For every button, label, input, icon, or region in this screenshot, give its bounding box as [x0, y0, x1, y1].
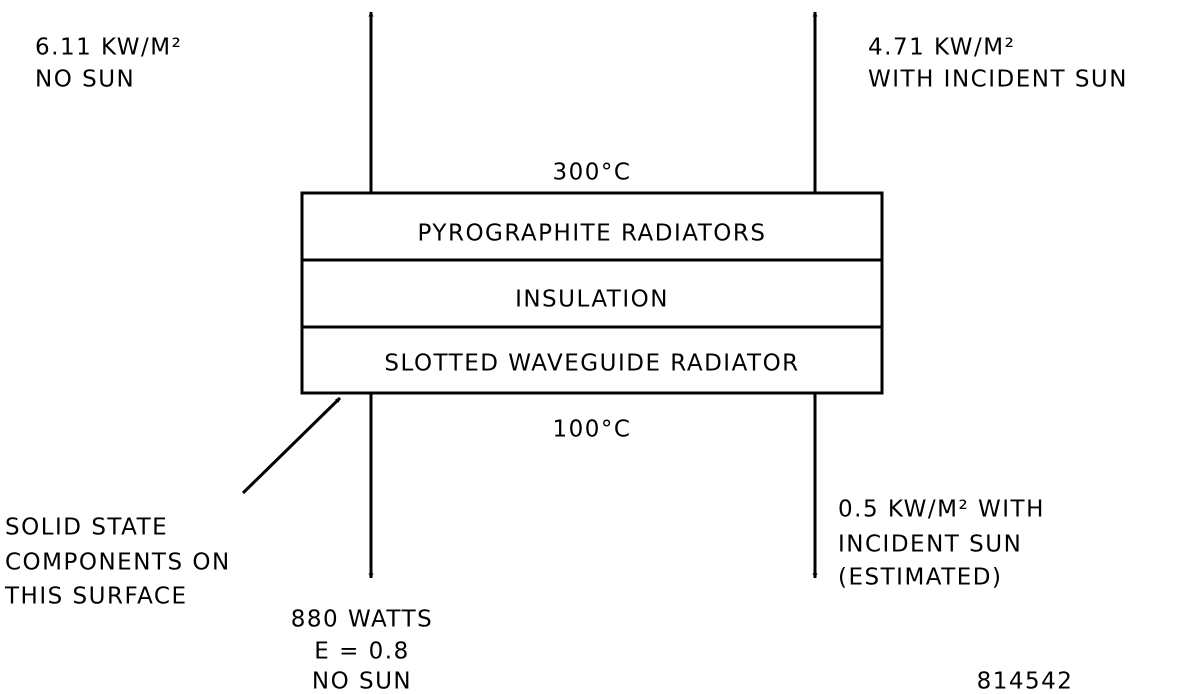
label: 880 WATTS: [291, 607, 433, 633]
label: WITH INCIDENT SUN: [868, 67, 1128, 93]
label: THIS SURFACE: [4, 584, 188, 610]
label: SOLID STATE: [5, 515, 168, 541]
layer-label: SLOTTED WAVEGUIDE RADIATOR: [384, 351, 799, 377]
layer-label: INSULATION: [515, 287, 669, 313]
layer-stack: PYROGRAPHITE RADIATORS INSULATION SLOTTE…: [300, 191, 884, 395]
box: [300, 191, 884, 395]
label: 0.5 KW/M² WITH: [838, 497, 1045, 523]
temperature: 300°C: [553, 160, 632, 186]
pointer: [241, 396, 342, 495]
label: NO SUN: [312, 669, 412, 694]
label: (ESTIMATED): [838, 565, 1003, 591]
figure-number: 814542: [977, 669, 1074, 694]
temperature: 100°C: [553, 417, 632, 443]
label: NO SUN: [35, 67, 135, 93]
label: COMPONENTS ON: [5, 550, 231, 576]
label: 4.71 KW/M²: [868, 35, 1015, 61]
label: 6.11 KW/M²: [35, 35, 182, 61]
layer-label: PYROGRAPHITE RADIATORS: [418, 221, 767, 247]
arrows: [241, 11, 818, 579]
label: E = 0.8: [314, 639, 410, 665]
label: INCIDENT SUN: [838, 532, 1022, 558]
